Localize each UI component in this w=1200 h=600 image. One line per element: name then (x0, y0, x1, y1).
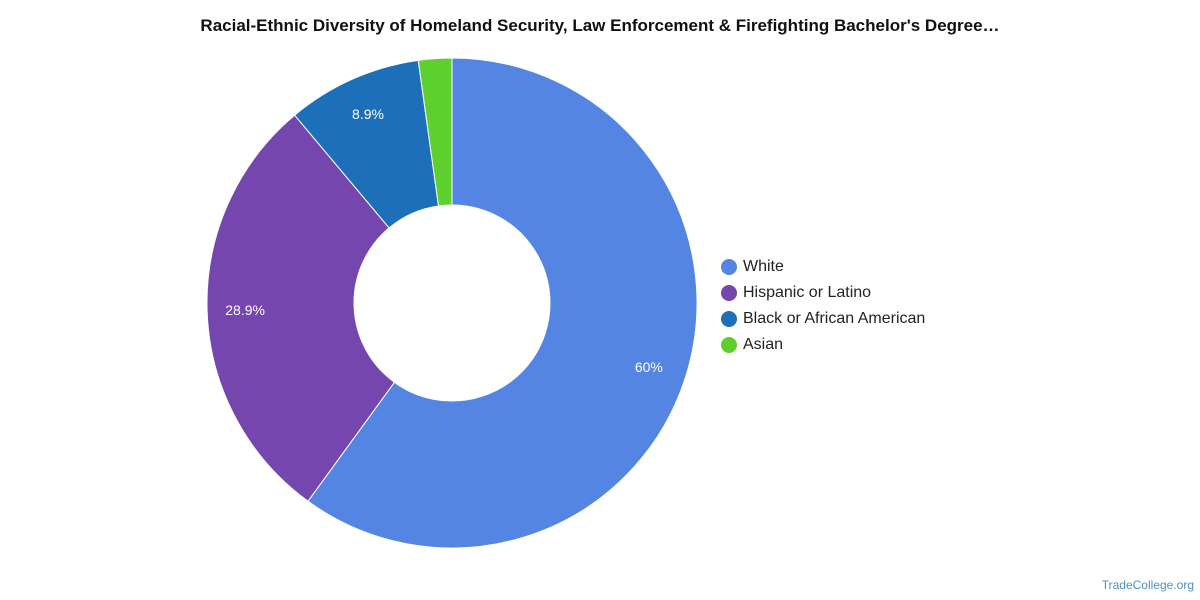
chart-title: Racial-Ethnic Diversity of Homeland Secu… (200, 16, 1000, 35)
data-label-black-or-african-american: 8.9% (352, 106, 384, 122)
legend-label: Asian (743, 336, 784, 353)
data-label-white: 60% (635, 359, 663, 375)
slice-white[interactable] (307, 57, 698, 549)
legend-item-hispanic-or-latino[interactable]: Hispanic or Latino (721, 280, 925, 306)
legend-item-asian[interactable]: Asian (721, 332, 925, 358)
slices-group (206, 57, 698, 549)
legend-swatch (721, 259, 737, 275)
slice-hispanic-or-latino[interactable] (206, 114, 396, 502)
legend-label: Black or African American (743, 310, 926, 327)
legend-item-white[interactable]: White (721, 254, 925, 280)
legend-item-black-or-african-american[interactable]: Black or African American (721, 306, 925, 332)
legend-swatch (721, 337, 737, 353)
slice-asian[interactable] (417, 57, 453, 207)
legend-swatch (721, 311, 737, 327)
legend-label: White (743, 258, 784, 275)
data-labels-group: 60% 28.9% 8.9% (225, 106, 663, 375)
source-credit[interactable]: TradeCollege.org (1101, 578, 1194, 592)
legend-label: Hispanic or Latino (743, 284, 872, 301)
data-label-hispanic-or-latino: 28.9% (225, 302, 265, 318)
legend-swatch (721, 285, 737, 301)
legend: White Hispanic or Latino Black or African … (721, 254, 925, 358)
